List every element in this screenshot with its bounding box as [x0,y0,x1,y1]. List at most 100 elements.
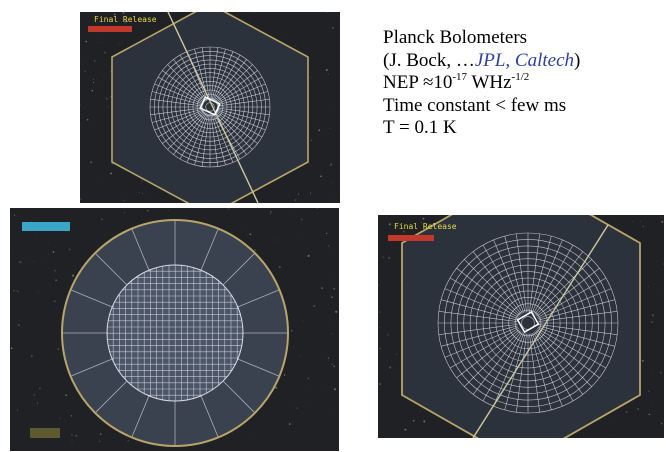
speckle-dot [327,73,329,75]
speckle-dot [326,12,328,13]
speckle-dot [327,245,330,247]
speckle-dot [34,234,36,235]
speckle-dot [60,353,62,354]
speckle-dot [254,249,256,251]
mesh-spoke [179,54,207,101]
speckle-dot [142,192,143,194]
nep-exponent-1: -17 [452,71,468,83]
overlay-label: Final Release [394,222,457,231]
mesh-spoke [536,329,600,379]
mesh-spoke [157,76,204,104]
speckle-dot [114,430,116,431]
hexagonal-bolometer-svg: Final Release [378,215,664,438]
speckle-dot [85,40,88,43]
mesh-spoke [150,107,203,116]
speckle-dot [17,290,19,293]
speckle-dot [12,289,15,292]
nep-exponent-2: -1/2 [511,71,530,83]
caption-title: Planck Bolometers [383,27,528,48]
speckle-dot [10,347,13,350]
speckle-dot [83,58,84,60]
mesh-spoke [217,107,270,116]
speckle-dot [651,403,653,405]
speckle-dot [165,17,167,18]
mesh-spoke [214,64,253,103]
speckle-dot [55,279,57,281]
mesh-spoke [215,111,258,144]
speckle-dot [333,287,336,290]
speckle-dot [396,353,398,355]
mesh-spoke [210,47,219,100]
speckle-dot [30,355,33,358]
speckle-dot [316,208,318,210]
speckle-dot [146,210,149,212]
mesh-spoke [441,325,518,347]
speckle-dot [228,208,230,210]
speckle-dot [648,390,650,393]
speckle-dot [307,254,310,257]
speckle-dot [75,434,77,437]
mesh-spoke [537,326,612,358]
radial-spoke [237,358,279,377]
radial-spoke [95,380,128,413]
caption-block: Planck Bolometers (J. Bock, …JPL, Caltec… [383,27,663,140]
speckle-dot [294,199,297,201]
speckle-dot [310,192,312,194]
speckle-dot [80,104,81,106]
bolometer-photo-hexagonal-top: Final Release [80,12,340,203]
mesh-spoke [516,233,527,313]
speckle-dot [331,296,333,299]
speckle-dot [660,216,662,218]
speckle-dot [68,248,71,251]
speckle-dot [138,191,140,194]
speckle-dot [91,89,94,92]
mesh-spoke [472,251,522,315]
speckle-dot [327,357,330,359]
speckle-dot [307,402,309,403]
speckle-dot [302,320,304,322]
speckle-dot [320,175,322,178]
speckle-dot [36,402,39,404]
speckle-dot [296,407,298,409]
caption-credit: (J. Bock, …JPL, Caltech) [383,50,663,73]
speckle-dot [651,321,653,323]
hexagon-frame [111,12,309,203]
caption-temperature: T = 0.1 K [383,117,457,138]
speckle-dot [651,314,655,317]
speckle-dot [420,410,421,412]
mesh-spoke [533,332,574,402]
mesh-spoke [482,332,523,402]
mesh-spoke [531,332,563,407]
speckle-dot [322,391,323,392]
speckle-dot [662,263,664,265]
speckle-dot [313,305,316,308]
speckle-dot [321,287,323,289]
speckle-dot [295,45,297,47]
mesh-spoke [531,239,563,314]
speckle-dot [285,37,286,39]
speckle-dot [275,386,278,389]
speckle-dot [637,408,639,410]
speckle-dot [318,129,321,132]
speckle-dot [297,193,300,195]
speckle-dot [639,220,641,222]
speckle-dot [100,39,102,40]
mesh-spoke [456,267,520,317]
speckle-dot [270,211,272,213]
mesh-spoke [179,113,207,160]
mesh-spoke [150,98,203,107]
speckle-dot [92,81,95,84]
speckle-dot [98,42,99,44]
mesh-spoke [173,59,206,102]
radial-spoke [131,395,150,437]
speckle-dot [612,415,614,417]
speckle-dot [394,375,395,377]
credit-suffix: ) [574,49,581,71]
speckle-dot [253,12,255,13]
mesh-spoke [167,64,206,103]
nep-unit: WHz [467,72,512,93]
overlay-box [22,222,70,231]
mesh-spoke [216,110,263,138]
radial-spokes [63,221,287,445]
mesh-spoke [151,108,204,123]
